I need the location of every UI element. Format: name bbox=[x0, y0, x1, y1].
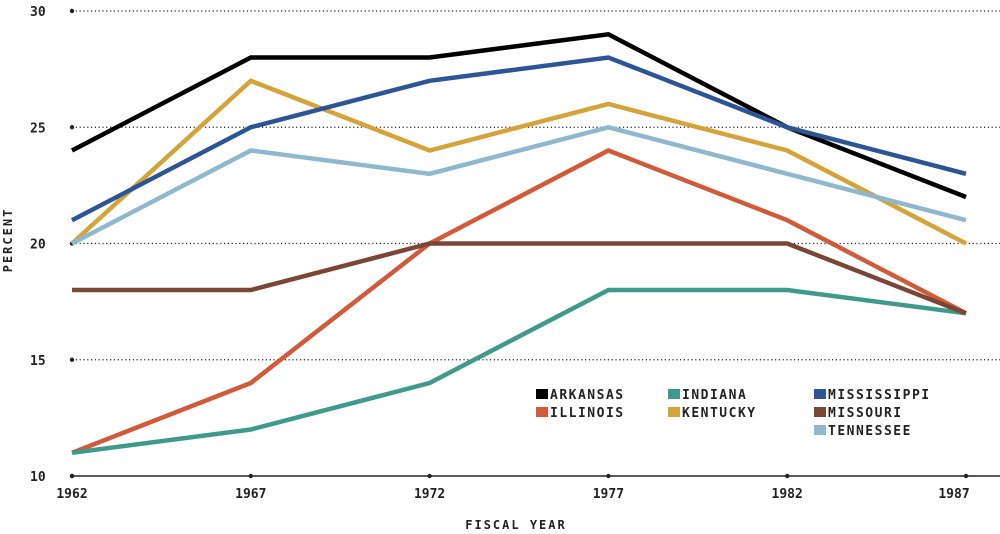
legend-label: MISSISSIPPI bbox=[828, 388, 931, 403]
x-axis-ticks: 1962 1967 1972 1977 1982 1987 bbox=[56, 473, 970, 502]
legend-swatch bbox=[668, 389, 680, 399]
y-axis-label: PERCENT bbox=[1, 208, 15, 273]
legend: ARKANSAS ILLINOIS INDIANA KENTUCKY MISSISSIP… bbox=[536, 388, 931, 439]
legend-label: KENTUCKY bbox=[682, 406, 757, 421]
series-line bbox=[70, 31, 967, 200]
y-tick-label: 10 bbox=[30, 470, 46, 485]
x-tick-label: 1982 bbox=[772, 487, 803, 502]
legend-swatch bbox=[814, 389, 826, 399]
series-line bbox=[71, 148, 968, 455]
x-tick-label: 1972 bbox=[414, 487, 445, 502]
series-line bbox=[72, 241, 967, 316]
y-tick-label: 25 bbox=[30, 121, 46, 136]
legend-label: ILLINOIS bbox=[550, 406, 625, 421]
x-tick-dot bbox=[248, 473, 253, 479]
legend-swatch bbox=[814, 425, 826, 435]
series-line bbox=[70, 55, 967, 223]
x-tick-dot bbox=[963, 473, 969, 479]
legend-swatch bbox=[536, 389, 548, 399]
legend-swatch bbox=[814, 407, 826, 417]
x-tick-label: 1977 bbox=[593, 487, 624, 502]
y-tick-dot bbox=[69, 8, 75, 14]
x-tick-dot bbox=[785, 473, 790, 479]
series-line bbox=[70, 124, 967, 246]
y-tick-label: 15 bbox=[30, 354, 46, 369]
y-tick-label: 20 bbox=[30, 238, 46, 253]
series-line bbox=[71, 287, 967, 456]
legend-swatch bbox=[668, 407, 680, 417]
legend-label: MISSOURI bbox=[828, 406, 903, 421]
y-tick-label: 30 bbox=[30, 5, 46, 20]
legend-swatch bbox=[536, 407, 548, 417]
x-tick-label: 1987 bbox=[938, 487, 969, 502]
y-tick-dot bbox=[69, 125, 75, 130]
y-axis-ticks: 10 15 20 25 30 bbox=[30, 5, 46, 485]
legend-label: TENNESSEE bbox=[828, 424, 912, 439]
x-tick-dot bbox=[427, 473, 432, 479]
x-axis-label: FISCAL YEAR bbox=[465, 518, 566, 532]
x-tick-label: 1962 bbox=[56, 487, 87, 502]
series-lines bbox=[70, 31, 968, 456]
legend-label: ARKANSAS bbox=[550, 388, 625, 403]
legend-label: INDIANA bbox=[682, 388, 747, 403]
x-tick-dot bbox=[69, 473, 75, 479]
series-line bbox=[70, 78, 968, 246]
x-tick-dot bbox=[606, 473, 611, 479]
y-tick-dot bbox=[69, 357, 75, 362]
x-tick-label: 1967 bbox=[235, 487, 266, 502]
